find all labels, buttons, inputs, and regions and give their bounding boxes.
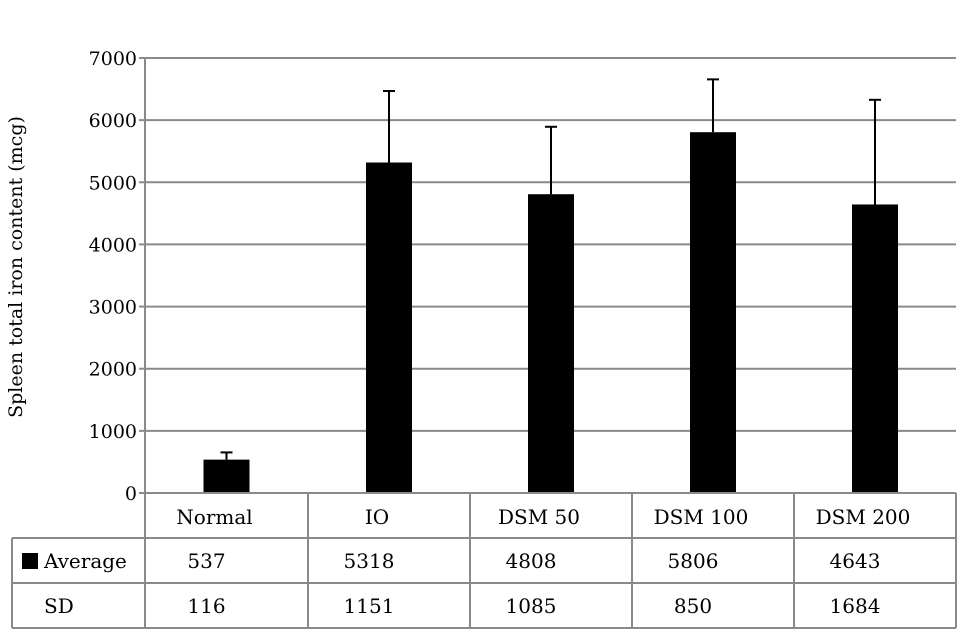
- table-cell: 537: [187, 549, 225, 573]
- legend-swatch: [22, 553, 38, 569]
- x-category-label: IO: [365, 505, 389, 529]
- y-tick-label: 6000: [89, 110, 137, 132]
- x-category-label: DSM 50: [498, 505, 580, 529]
- table-cell: 116: [187, 594, 225, 618]
- table-cell: 850: [674, 594, 712, 618]
- table-cell: 1085: [506, 594, 557, 618]
- bar: [852, 204, 898, 494]
- y-axis-ticks: 0 1000 2000 3000 4000 5000 6000 7000: [89, 48, 146, 505]
- y-tick-label: 5000: [89, 172, 137, 194]
- y-tick-label: 7000: [89, 48, 137, 70]
- data-table-grid: [11, 492, 957, 629]
- bars: [203, 132, 898, 494]
- bar: [690, 132, 736, 493]
- y-tick-label: 3000: [89, 297, 137, 319]
- y-axis-label: Spleen total iron content (mcg): [5, 116, 27, 418]
- x-category-label: DSM 100: [654, 505, 749, 529]
- table-cell: 5318: [344, 549, 395, 573]
- table-cell: 4808: [506, 549, 557, 573]
- table-cell: 1684: [830, 594, 881, 618]
- y-tick-label: 2000: [89, 359, 137, 381]
- bar: [528, 194, 574, 493]
- bar: [366, 162, 412, 493]
- legend-label: Average: [43, 549, 127, 573]
- y-tick-label: 1000: [89, 421, 137, 443]
- table-cell: 4643: [830, 549, 881, 573]
- x-category-label: DSM 200: [816, 505, 911, 529]
- data-table-text: Normal IO DSM 50 DSM 100 DSM 200 Average 537 53…: [22, 505, 910, 618]
- x-category-label: Normal: [176, 505, 252, 529]
- y-tick-label: 0: [125, 483, 137, 505]
- bar: [203, 459, 250, 493]
- table-row-label: SD: [44, 594, 74, 618]
- error-bars: [220, 78, 881, 460]
- y-tick-label: 4000: [89, 234, 137, 256]
- table-cell: 5806: [668, 549, 719, 573]
- table-cell: 1151: [344, 594, 395, 618]
